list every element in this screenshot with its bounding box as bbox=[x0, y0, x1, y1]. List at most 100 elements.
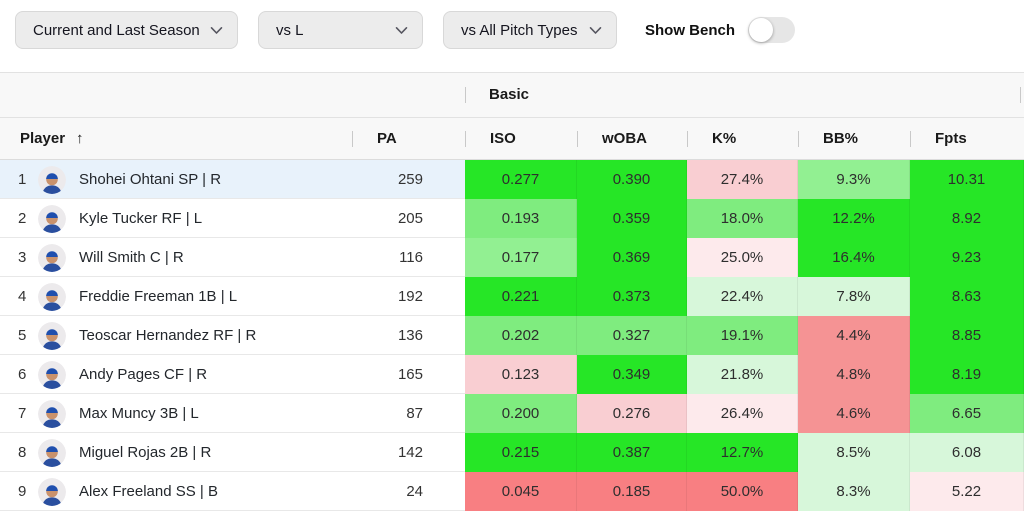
player-avatar bbox=[38, 438, 66, 467]
column-header-pa[interactable]: PA bbox=[352, 118, 465, 159]
column-header-kpct[interactable]: K% bbox=[687, 118, 798, 159]
table-row[interactable]: 7 Max Muncy 3B | L 87 0.200 0.276 26.4% 4.6% 6.… bbox=[0, 394, 1024, 433]
row-rank: 5 bbox=[18, 327, 27, 344]
column-divider bbox=[465, 130, 466, 147]
player-name: Alex Freeland SS | B bbox=[79, 483, 218, 500]
season-dropdown[interactable]: Current and Last Season bbox=[15, 11, 238, 49]
vs-hand-dropdown-label: vs L bbox=[276, 21, 304, 39]
season-dropdown-label: Current and Last Season bbox=[33, 21, 200, 39]
player-cell[interactable]: 3 Will Smith C | R bbox=[0, 238, 352, 277]
column-header-label: ISO bbox=[490, 130, 516, 147]
player-name: Andy Pages CF | R bbox=[79, 366, 208, 383]
player-name: Freddie Freeman 1B | L bbox=[79, 288, 238, 305]
column-divider bbox=[465, 87, 466, 103]
column-divider bbox=[577, 130, 578, 147]
row-rank: 4 bbox=[18, 288, 27, 305]
column-header-woba[interactable]: wOBA bbox=[577, 118, 687, 159]
column-header-label: BB% bbox=[823, 130, 859, 147]
stat-cell: 22.4% bbox=[687, 277, 798, 316]
stat-cell: 0.185 bbox=[577, 472, 687, 511]
stats-table: Basic Player ↑ PA ISO wOBA K% BB% bbox=[0, 72, 1024, 511]
column-header-fpts[interactable]: Fpts bbox=[910, 118, 1024, 159]
pa-value: 192 bbox=[397, 288, 423, 305]
stat-cell: 0.327 bbox=[577, 316, 687, 355]
stat-cell: 10.31 bbox=[910, 160, 1024, 199]
pa-value: 165 bbox=[397, 366, 423, 383]
player-cell[interactable]: 2 Kyle Tucker RF | L bbox=[0, 199, 352, 238]
stat-cell: 0.359 bbox=[577, 199, 687, 238]
player-cell[interactable]: 6 Andy Pages CF | R bbox=[0, 355, 352, 394]
stat-cell: 26.4% bbox=[687, 394, 798, 433]
vs-hand-dropdown[interactable]: vs L bbox=[258, 11, 423, 49]
stat-cell: 0.215 bbox=[465, 433, 577, 472]
stat-cell: 27.4% bbox=[687, 160, 798, 199]
stat-cell: 12.7% bbox=[687, 433, 798, 472]
table-row[interactable]: 6 Andy Pages CF | R 165 0.123 0.349 21.8% 4.8%… bbox=[0, 355, 1024, 394]
stat-cell: 0.387 bbox=[577, 433, 687, 472]
stat-cell: 0.277 bbox=[465, 160, 577, 199]
table-row[interactable]: 2 Kyle Tucker RF | L 205 0.193 0.359 18.0% 12.… bbox=[0, 199, 1024, 238]
table-body: 1 Shohei Ohtani SP | R 259 0.277 0.390 27.4% 9… bbox=[0, 160, 1024, 511]
player-cell[interactable]: 9 Alex Freeland SS | B bbox=[0, 472, 352, 511]
player-cell[interactable]: 5 Teoscar Hernandez RF | R bbox=[0, 316, 352, 355]
table-row[interactable]: 1 Shohei Ohtani SP | R 259 0.277 0.390 27.4% 9… bbox=[0, 160, 1024, 199]
stat-cell: 8.3% bbox=[798, 472, 910, 511]
player-cell[interactable]: 4 Freddie Freeman 1B | L bbox=[0, 277, 352, 316]
player-name: Kyle Tucker RF | L bbox=[79, 210, 203, 227]
stat-cell: 8.5% bbox=[798, 433, 910, 472]
player-avatar bbox=[38, 360, 66, 389]
table-row[interactable]: 5 Teoscar Hernandez RF | R 136 0.202 0.327 19… bbox=[0, 316, 1024, 355]
table-row[interactable]: 4 Freddie Freeman 1B | L 192 0.221 0.373 22.4… bbox=[0, 277, 1024, 316]
player-cell[interactable]: 1 Shohei Ohtani SP | R bbox=[0, 160, 352, 199]
stat-cell: 8.19 bbox=[910, 355, 1024, 394]
stat-cell: 25.0% bbox=[687, 238, 798, 277]
stat-cell: 12.2% bbox=[798, 199, 910, 238]
stat-cell: 6.08 bbox=[910, 433, 1024, 472]
column-divider bbox=[910, 130, 911, 147]
player-cell[interactable]: 7 Max Muncy 3B | L bbox=[0, 394, 352, 433]
stat-cell: 0.221 bbox=[465, 277, 577, 316]
column-header-iso[interactable]: ISO bbox=[465, 118, 577, 159]
column-group-header: Basic bbox=[0, 72, 1024, 118]
stat-cell: 8.92 bbox=[910, 199, 1024, 238]
pitch-types-dropdown-label: vs All Pitch Types bbox=[461, 21, 578, 39]
row-rank: 7 bbox=[18, 405, 27, 422]
stat-cell: 8.85 bbox=[910, 316, 1024, 355]
column-divider bbox=[1020, 87, 1021, 103]
pitch-types-dropdown[interactable]: vs All Pitch Types bbox=[443, 11, 617, 49]
player-name: Shohei Ohtani SP | R bbox=[79, 171, 222, 188]
player-cell[interactable]: 8 Miguel Rojas 2B | R bbox=[0, 433, 352, 472]
stat-cell: 0.369 bbox=[577, 238, 687, 277]
column-header-label: wOBA bbox=[602, 130, 647, 147]
pa-value: 87 bbox=[406, 405, 423, 422]
stat-cell: 50.0% bbox=[687, 472, 798, 511]
column-header-player[interactable]: Player ↑ bbox=[0, 118, 352, 159]
row-rank: 9 bbox=[18, 483, 27, 500]
stat-cell: 0.202 bbox=[465, 316, 577, 355]
table-row[interactable]: 9 Alex Freeland SS | B 24 0.045 0.185 50.0% 8.… bbox=[0, 472, 1024, 511]
stat-cell: 0.193 bbox=[465, 199, 577, 238]
toggle-knob bbox=[749, 18, 774, 42]
column-divider bbox=[798, 130, 799, 147]
stat-cell: 0.177 bbox=[465, 238, 577, 277]
row-rank: 2 bbox=[18, 210, 27, 227]
column-divider bbox=[352, 130, 353, 147]
stat-cell: 5.22 bbox=[910, 472, 1024, 511]
table-row[interactable]: 8 Miguel Rojas 2B | R 142 0.215 0.387 12.7% 8.… bbox=[0, 433, 1024, 472]
show-bench-toggle[interactable] bbox=[748, 17, 796, 43]
column-header-label: K% bbox=[712, 130, 737, 147]
player-name: Will Smith C | R bbox=[79, 249, 184, 266]
player-avatar bbox=[38, 321, 66, 350]
stat-cell: 4.4% bbox=[798, 316, 910, 355]
column-header-bbpct[interactable]: BB% bbox=[798, 118, 910, 159]
table-row[interactable]: 3 Will Smith C | R 116 0.177 0.369 25.0% 16.4%… bbox=[0, 238, 1024, 277]
player-avatar bbox=[38, 477, 66, 506]
stat-cell: 4.6% bbox=[798, 394, 910, 433]
chevron-down-icon bbox=[395, 26, 408, 35]
stat-cell: 0.123 bbox=[465, 355, 577, 394]
chevron-down-icon bbox=[589, 26, 602, 35]
player-avatar bbox=[38, 165, 66, 194]
player-name: Max Muncy 3B | L bbox=[79, 405, 199, 422]
column-divider bbox=[687, 130, 688, 147]
pa-value: 205 bbox=[397, 210, 423, 227]
